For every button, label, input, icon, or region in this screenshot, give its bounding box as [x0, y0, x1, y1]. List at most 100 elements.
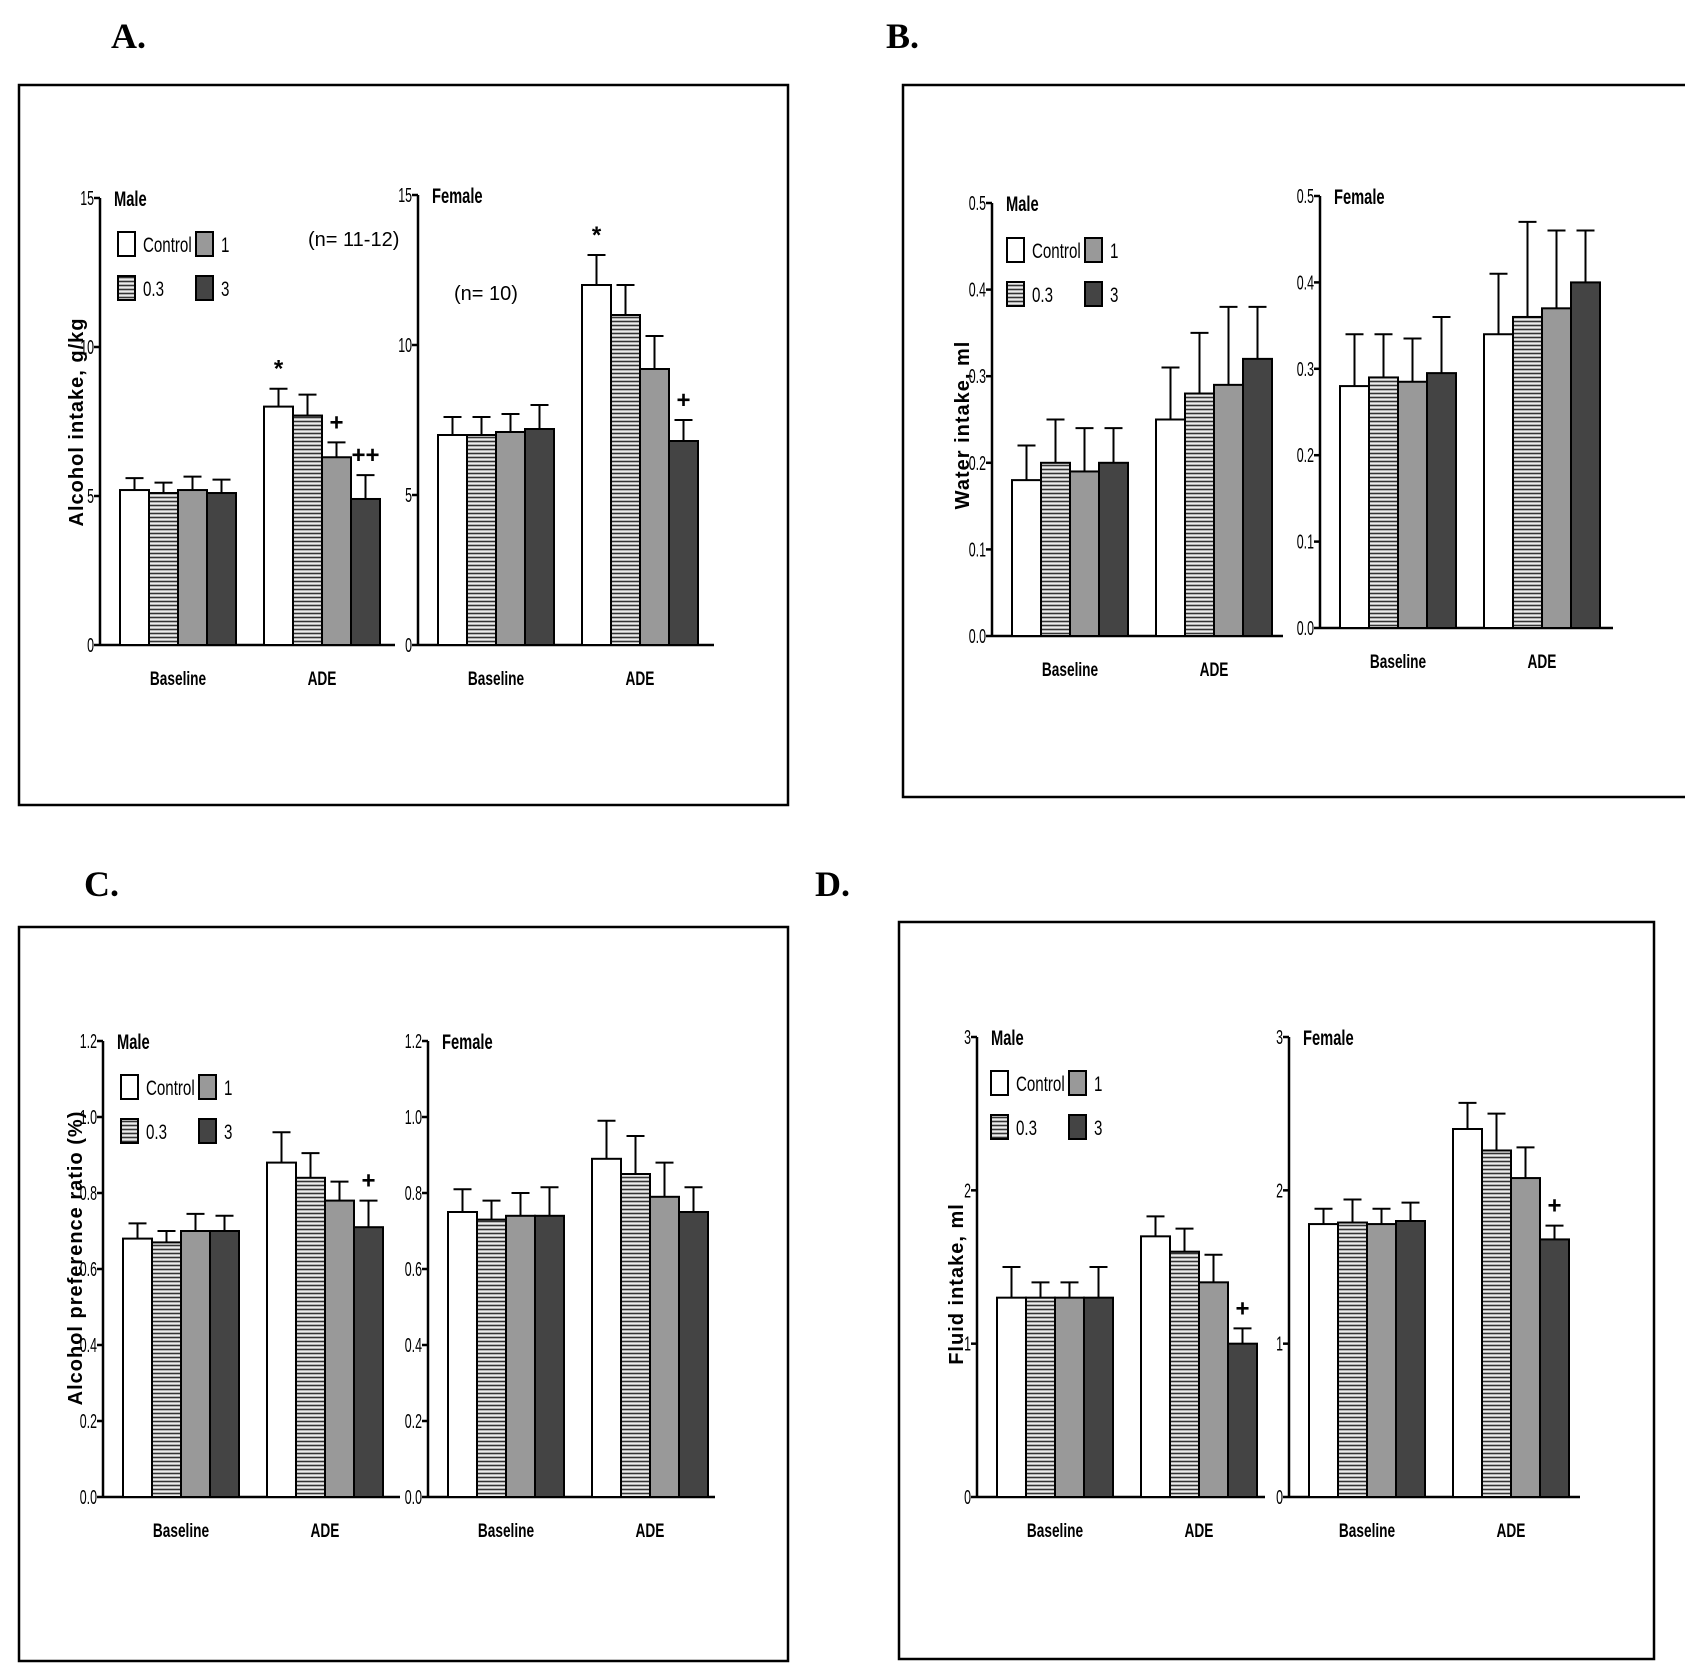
bar-baseline-1 — [1054, 1296, 1085, 1498]
legend-swatch-1 — [198, 1074, 217, 1100]
bar-ade-0.3 — [620, 1173, 651, 1498]
bar-baseline-Control — [122, 1237, 153, 1498]
y-tick-label: 0.0 — [1297, 617, 1314, 640]
y-tick-label: 1 — [964, 1333, 971, 1356]
bar-baseline-Control — [437, 434, 468, 646]
panel-a-n-note: (n= 11-12) — [308, 229, 399, 251]
bar-baseline-3 — [1426, 372, 1457, 629]
bar-baseline-0.3 — [151, 1241, 182, 1499]
bar-baseline-Control — [1339, 385, 1370, 629]
bar-baseline-0.3 — [1337, 1221, 1368, 1498]
y-tick-label: 0 — [87, 634, 94, 657]
significance-mark: + — [361, 1168, 375, 1195]
bar-ade-3 — [1227, 1342, 1258, 1498]
legend-label-0.3: 0.3 — [146, 1119, 167, 1143]
bar-baseline-1 — [495, 431, 526, 646]
significance-mark: + — [676, 387, 690, 414]
bar-baseline-0.3 — [1040, 461, 1071, 637]
bar-baseline-Control — [996, 1296, 1027, 1498]
bar-ade-Control — [581, 284, 612, 646]
y-tick-label: 0.5 — [1297, 185, 1314, 208]
significance-mark: + — [1235, 1295, 1249, 1322]
bar-baseline-1 — [1366, 1223, 1397, 1498]
y-tick-label: 0.3 — [969, 365, 986, 388]
significance-mark: * — [274, 356, 284, 383]
y-tick-label: 0.4 — [969, 279, 986, 302]
panel-d-letter: D. — [815, 864, 850, 904]
category-label: ADE — [626, 668, 655, 690]
legend-label-1: 1 — [1094, 1071, 1102, 1095]
panel-c-frame — [17, 925, 790, 1663]
bar-baseline-1 — [1069, 470, 1100, 637]
panel-a-letter: A. — [111, 16, 146, 56]
y-tick-label: 0.2 — [1297, 444, 1314, 467]
legend-swatch-Control — [117, 231, 136, 257]
bar-ade-0.3 — [1512, 315, 1543, 629]
legend-label-0.3: 0.3 — [1016, 1115, 1037, 1139]
y-tick-label: 0.0 — [969, 625, 986, 648]
bar-ade-0.3 — [1169, 1250, 1200, 1498]
legend: Control 1 0.3 3 — [1006, 237, 1118, 307]
y-tick-label: 0.8 — [80, 1182, 97, 1205]
legend-swatch-0.3 — [117, 275, 136, 301]
category-label: Baseline — [468, 668, 524, 690]
bar-baseline-1 — [180, 1230, 211, 1498]
panel-d: D. Fluid intake, ml 0 1 2 3 Male Baseline + ADE… — [815, 864, 1656, 1661]
bar-baseline-3 — [209, 1230, 240, 1498]
y-tick-label: 0.1 — [969, 538, 986, 561]
subplot-female: 0.0 0.1 0.2 0.3 0.4 0.5 Female Baseline ADE — [1297, 185, 1613, 673]
y-tick-label: 0.0 — [80, 1486, 97, 1509]
y-tick-label: 0.4 — [1297, 271, 1314, 294]
category-label: Baseline — [1042, 659, 1098, 681]
bar-ade-1 — [1541, 307, 1572, 629]
y-tick-label: 0.5 — [969, 192, 986, 215]
bar-ade-0.3 — [1481, 1149, 1512, 1498]
bar-ade-1 — [649, 1195, 680, 1499]
category-label: Baseline — [1339, 1520, 1395, 1542]
bar-ade-0.3 — [292, 414, 323, 647]
bar-ade-3 — [1570, 281, 1601, 629]
y-tick-label: 0.8 — [405, 1182, 422, 1205]
panel-a-frame — [17, 83, 790, 807]
legend-label-0.3: 0.3 — [143, 276, 164, 300]
bar-ade-1 — [324, 1199, 355, 1498]
significance-mark: + — [1547, 1193, 1561, 1220]
bar-ade-3 — [678, 1211, 709, 1498]
legend-swatch-1 — [195, 231, 214, 257]
bar-baseline-0.3 — [466, 434, 497, 646]
legend-swatch-1 — [1068, 1070, 1087, 1096]
legend-label-3: 3 — [224, 1119, 232, 1143]
legend: Control 1 0.3 3 — [117, 231, 229, 301]
bar-baseline-0.3 — [476, 1218, 507, 1498]
y-tick-label: 10 — [80, 336, 94, 359]
legend-label-3: 3 — [221, 276, 229, 300]
bar-baseline-1 — [505, 1214, 536, 1499]
subplot-title: Male — [114, 187, 147, 210]
bar-baseline-0.3 — [148, 492, 179, 646]
legend-swatch-0.3 — [990, 1114, 1009, 1140]
y-tick-label: 1.2 — [80, 1030, 97, 1053]
subplot-title: Male — [117, 1030, 150, 1053]
legend-label-1: 1 — [224, 1075, 232, 1099]
y-tick-label: 5 — [87, 485, 94, 508]
subplot-title: Female — [442, 1030, 493, 1053]
y-tick-label: 2 — [964, 1179, 971, 1202]
category-label: Baseline — [153, 1520, 209, 1542]
subplot-male: 0.0 0.1 0.2 0.3 0.4 0.5 Male Baseline ADE Control… — [969, 192, 1283, 681]
legend-label-Control: Control — [1032, 238, 1081, 262]
legend-label-Control: Control — [146, 1075, 195, 1099]
legend-swatch-3 — [198, 1118, 217, 1144]
bar-ade-1 — [1213, 383, 1244, 637]
subplot-title: Male — [991, 1026, 1024, 1049]
y-tick-label: 15 — [80, 187, 94, 210]
legend-swatch-Control — [990, 1070, 1009, 1096]
panel-d-ylabel: Fluid intake, ml — [946, 1203, 968, 1365]
category-label: Baseline — [478, 1520, 534, 1542]
y-tick-label: 0.3 — [1297, 358, 1314, 381]
legend-label-0.3: 0.3 — [1032, 282, 1053, 306]
legend-swatch-Control — [1006, 237, 1025, 263]
y-tick-label: 0.1 — [1297, 531, 1314, 554]
bar-ade-Control — [591, 1157, 622, 1499]
subplot-female: 0.0 0.2 0.4 0.6 0.8 1.0 1.2 Female Baseline ADE — [405, 1030, 715, 1542]
